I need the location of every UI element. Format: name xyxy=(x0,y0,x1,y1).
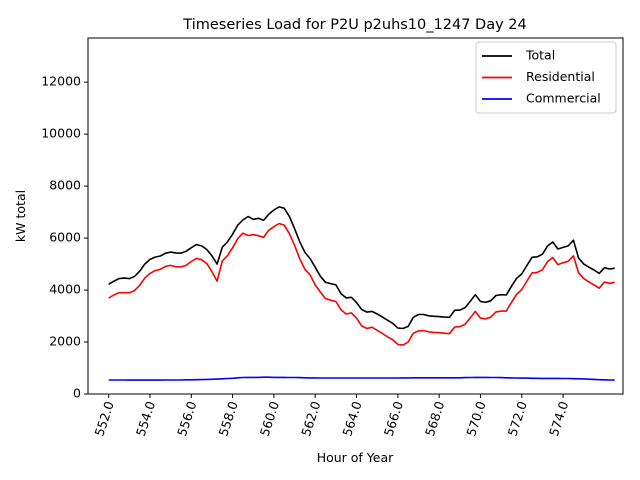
y-tick-label: 2000 xyxy=(49,334,81,349)
y-tick-label: 4000 xyxy=(49,282,81,297)
chart-title: Timeseries Load for P2U p2uhs10_1247 Day… xyxy=(182,17,526,33)
y-tick-label: 8000 xyxy=(49,178,81,193)
plot-frame xyxy=(87,37,624,395)
y-tick-label: 12000 xyxy=(41,74,81,89)
legend-label-residential: Residential xyxy=(526,69,595,84)
legend-label-commercial: Commercial xyxy=(526,91,601,106)
legend: Total Residential Commercial xyxy=(475,41,617,114)
series-layer xyxy=(108,206,615,381)
x-axis-label: Hour of Year xyxy=(317,450,394,465)
y-tick-label: 0 xyxy=(73,386,81,401)
legend-label-total: Total xyxy=(525,48,555,63)
y-tick-label: 10000 xyxy=(41,126,81,141)
legend-box xyxy=(475,41,617,114)
y-tick-label: 6000 xyxy=(49,230,81,245)
y-axis-label: kW total xyxy=(13,190,28,242)
series-line-total xyxy=(108,206,615,330)
series-line-residential xyxy=(108,222,615,346)
series-line-commercial xyxy=(108,376,615,381)
